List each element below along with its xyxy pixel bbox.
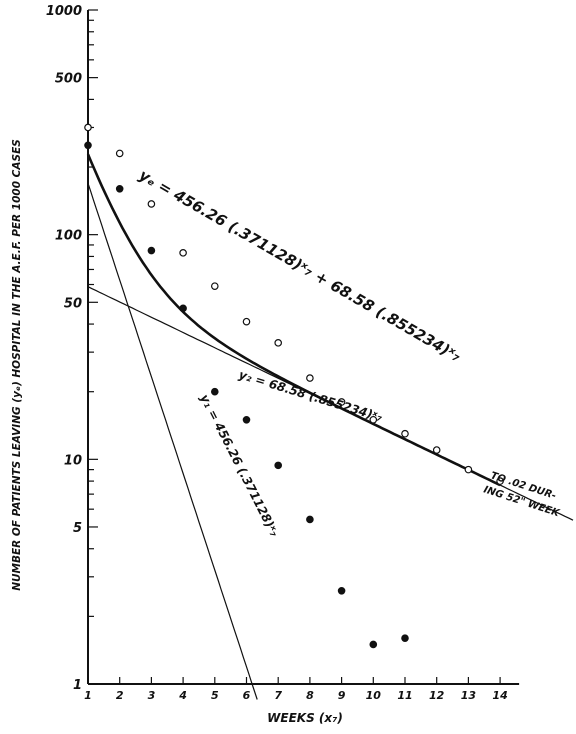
x-tick-label: 12 <box>429 689 445 702</box>
point-open <box>179 249 187 257</box>
point-filled <box>401 634 409 642</box>
x-tick-label: 8 <box>306 689 314 702</box>
point-open <box>369 415 378 424</box>
point-filled <box>210 387 219 396</box>
data-points <box>84 123 504 649</box>
curve-yt <box>86 153 501 487</box>
fitted-curves <box>86 153 574 700</box>
x-tick-label: 7 <box>274 689 282 702</box>
point-filled <box>179 304 187 313</box>
point-filled <box>115 185 124 193</box>
point-open <box>401 429 409 438</box>
x-tick-label: 3 <box>148 689 156 702</box>
x-tick-label: 11 <box>397 689 412 702</box>
point-open <box>496 477 504 485</box>
point-open <box>337 398 346 406</box>
x-tick-label: 6 <box>243 689 251 702</box>
point-open <box>274 339 282 347</box>
equation-y1-label: y₁ = 456.26 (.371128)ˣ₇ <box>197 392 281 540</box>
point-filled <box>274 461 282 470</box>
point-open <box>464 465 473 474</box>
y-tick-label: 50 <box>64 296 82 311</box>
x-tick-label: 5 <box>211 689 219 702</box>
y-tick-label: 500 <box>55 72 82 87</box>
y-tick-label: 10 <box>64 453 82 468</box>
point-open <box>210 282 219 290</box>
point-open <box>432 446 441 454</box>
x-tick-label: 4 <box>178 689 187 702</box>
point-filled <box>84 141 92 150</box>
y-tick-labels: 1 5 10 50 100 500 1000 <box>46 4 82 693</box>
y-tick-label: 100 <box>55 229 82 244</box>
point-open <box>115 149 124 158</box>
point-filled <box>337 586 346 595</box>
point-filled <box>306 515 314 524</box>
x-tick-label: 9 <box>338 689 346 702</box>
y-tick-label: 1 <box>73 678 82 693</box>
point-open <box>242 317 251 326</box>
y-axis-label: NUMBER OF PATIENTS LEAVING (yₑ) HOSPITAL… <box>11 139 23 591</box>
point-filled <box>369 640 378 649</box>
x-tick-label: 1 <box>84 689 92 702</box>
point-filled <box>147 246 156 255</box>
point-open <box>147 200 156 208</box>
x-tick-label: 10 <box>366 689 382 702</box>
y-tick-label: 5 <box>73 521 82 536</box>
x-tick-label: 2 <box>116 689 124 702</box>
point-open <box>306 374 314 382</box>
x-tick-labels: 1 2 3 4 5 6 7 8 9 10 11 12 13 14 <box>84 689 508 702</box>
equation-total-label: yₑ = 456.26 (.371128)ˣ₇ + 68.58 (.855234… <box>136 166 464 366</box>
curve-y1 <box>87 183 258 700</box>
x-tick-label: 14 <box>492 689 507 702</box>
x-tick-label: 13 <box>461 689 477 702</box>
point-filled <box>242 415 251 424</box>
y-tick-label: 1000 <box>46 4 82 19</box>
x-axis-label: WEEKS (x₇) <box>267 711 343 725</box>
point-open <box>84 123 92 132</box>
axes <box>87 9 520 685</box>
